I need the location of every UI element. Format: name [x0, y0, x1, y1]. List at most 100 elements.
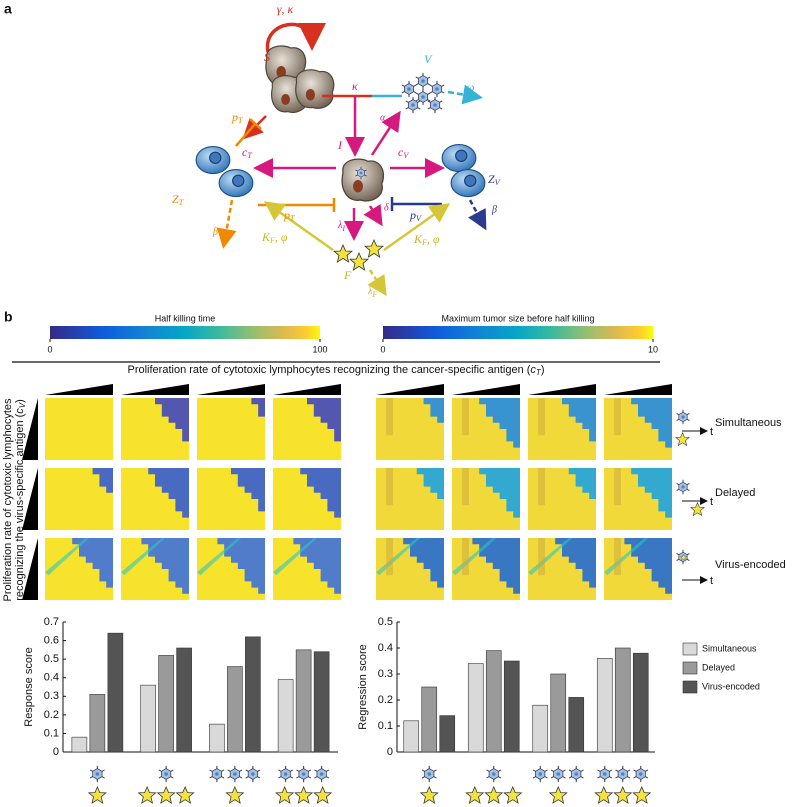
arrow [468, 199, 487, 231]
tumor-cell [295, 69, 335, 109]
bar [568, 697, 585, 753]
star-icon [157, 786, 176, 804]
star-icon [275, 786, 294, 804]
heatmap-edge [45, 538, 90, 576]
star-icon [690, 502, 705, 516]
heatmap-region [416, 398, 444, 460]
bar [245, 636, 261, 753]
row-label: Delayed [715, 487, 755, 499]
ramp [22, 398, 38, 460]
star-icon [465, 786, 484, 804]
heatmap-region [624, 398, 672, 460]
star-icon [549, 786, 568, 804]
label: V [424, 52, 433, 66]
virus-icon [486, 765, 502, 783]
virus-icon [676, 479, 690, 495]
label: pV [409, 208, 422, 223]
label: β [212, 226, 218, 237]
title-line: recognizing the virus-specific antigen (… [14, 399, 27, 601]
label: S [264, 50, 270, 64]
virus-icon [421, 765, 437, 783]
label: ZT [172, 192, 184, 207]
virus-cluster [401, 72, 445, 114]
label: κ [352, 79, 358, 93]
virus-icon [89, 765, 106, 783]
heatmap-region [286, 538, 341, 600]
bar [439, 715, 456, 753]
heatmap-shade [614, 398, 621, 436]
heatmap-shade [462, 468, 469, 506]
heatmap-region [293, 468, 341, 530]
bar [421, 686, 438, 753]
label: γ, κ [277, 2, 294, 16]
heatmap-region [134, 538, 189, 600]
virus-icon [568, 765, 584, 783]
y-axis-label: Regression score [357, 644, 369, 730]
arrow [363, 203, 383, 227]
star-icon [138, 786, 157, 804]
label: λI [337, 220, 345, 233]
bar [614, 647, 631, 753]
bar [550, 673, 567, 753]
ramp [45, 384, 113, 395]
colorbar-tick-label: 0 [47, 344, 52, 354]
bar [158, 655, 174, 753]
arrow [367, 269, 387, 297]
panel-label: a [4, 1, 12, 17]
star-icon [88, 786, 107, 804]
y-tick-label: 0.5 [378, 616, 393, 628]
heatmap-shade [538, 398, 545, 436]
heatmap-region [396, 538, 444, 600]
arrow [265, 22, 326, 53]
heatmap-region [562, 468, 596, 530]
bar [227, 666, 243, 753]
label: α [380, 112, 386, 123]
legend-swatch [682, 680, 698, 694]
arrow [216, 199, 237, 249]
y-tick-label: 0.3 [378, 668, 393, 680]
y-tick-label: 0.2 [378, 694, 393, 706]
heatmap-region [410, 468, 444, 530]
bar [277, 679, 294, 753]
label: KF, φ [261, 230, 288, 245]
heatmap-shade [386, 468, 393, 506]
star [364, 239, 384, 258]
star-icon [294, 786, 313, 804]
heatmap-shade [538, 468, 545, 506]
heatmap-region [65, 538, 113, 600]
virus-icon [597, 765, 613, 783]
y-tick-label: 0.2 [44, 709, 59, 721]
label: ω [466, 80, 474, 94]
star-icon [313, 786, 332, 804]
bar [89, 694, 106, 753]
heatmap-shade [614, 538, 621, 576]
virus-icon [277, 765, 294, 783]
virus-icon [676, 409, 690, 425]
ramp [22, 538, 38, 600]
virus-icon [245, 765, 261, 783]
virus-icon [227, 765, 243, 783]
legend-label: Delayed [702, 662, 735, 672]
star-icon [675, 432, 690, 446]
y-tick-label: 0 [53, 746, 59, 758]
arrow [447, 84, 483, 105]
y-tick-label: 0.7 [44, 616, 59, 628]
time-label: t [710, 575, 713, 587]
heatmap-region [472, 398, 520, 460]
heatmap-region [624, 468, 672, 530]
y-tick-label: 0.4 [44, 672, 59, 684]
star-icon [503, 786, 522, 804]
heatmap-region [617, 538, 672, 600]
legend-label: Simultaneous [702, 643, 757, 653]
legend-label: Virus-encoded [702, 681, 760, 691]
panel-label: b [4, 309, 13, 325]
ramp [197, 384, 265, 395]
heatmap-x-title: Proliferation rate of cytotoxic lymphocy… [128, 364, 545, 377]
colorbar-title: Half killing time [155, 313, 216, 323]
bar [140, 684, 156, 753]
heatmap-region [548, 538, 596, 600]
bar [313, 651, 330, 753]
bar [176, 647, 192, 753]
ramp [121, 384, 189, 395]
